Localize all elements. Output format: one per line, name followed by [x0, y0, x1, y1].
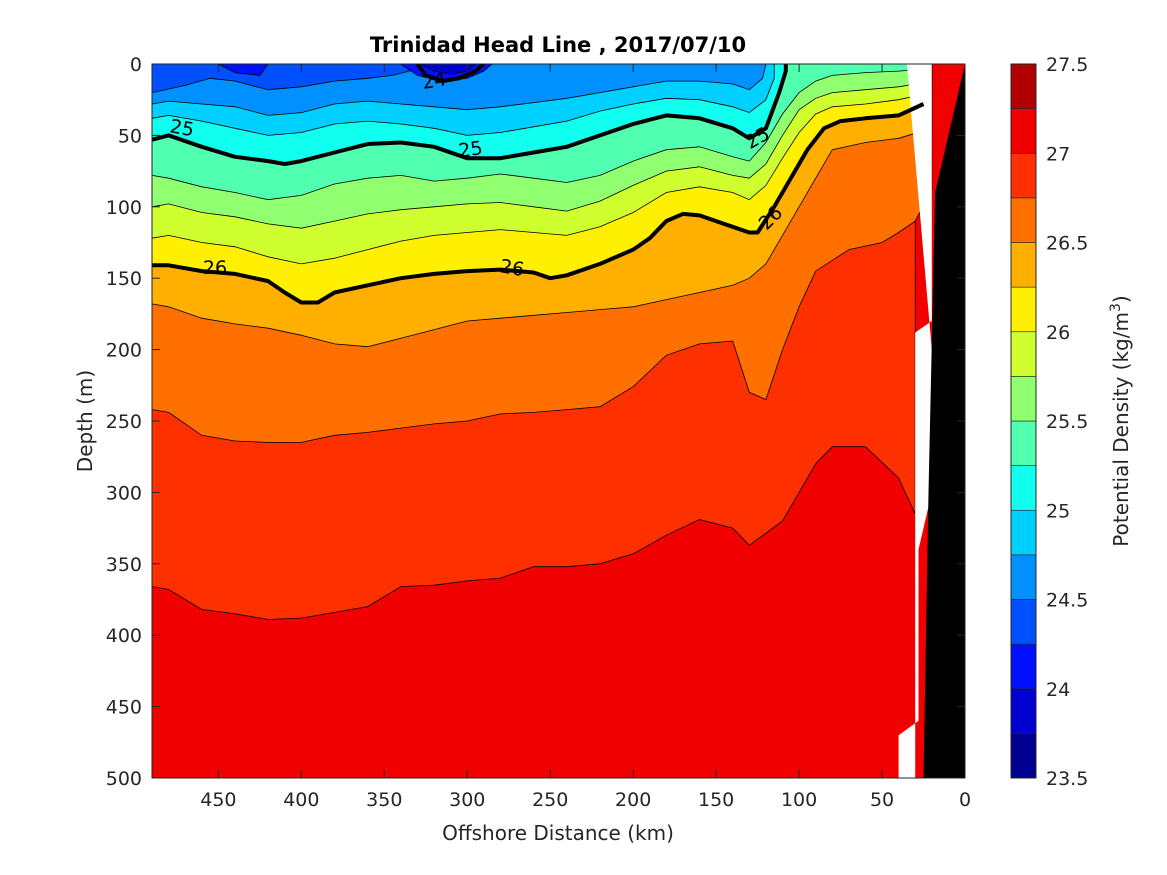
y-tick-label: 400 [106, 625, 142, 647]
x-axis-label: Offshore Distance (km) [442, 821, 674, 845]
colorbar-label: Potential Density (kg/m3) [1108, 295, 1133, 546]
colorbar-swatch [1010, 599, 1037, 645]
x-tick-label: 200 [615, 789, 651, 811]
colorbar-swatch [1010, 197, 1037, 243]
colorbar-label-superscript: 3 [1108, 303, 1124, 312]
y-tick-label: 150 [106, 268, 142, 290]
x-axis: 450 400 350 300 250 200 150 100 50 0 [200, 64, 971, 811]
colorbar-swatch [1010, 554, 1037, 600]
colorbar-tick-label: 26.5 [1046, 233, 1088, 255]
contour-label: 26 [203, 257, 227, 279]
bold-contour-line [415, 64, 486, 84]
contour-label: 25 [168, 115, 196, 141]
colorbar-tick-label: 24.5 [1046, 590, 1088, 612]
x-tick-label: 300 [449, 789, 485, 811]
colorbar-swatch [1010, 733, 1037, 779]
x-tick-label: 450 [200, 789, 236, 811]
y-tick-label: 300 [106, 482, 142, 504]
colorbar-swatch [1010, 152, 1037, 199]
x-tick-label: 0 [959, 789, 971, 811]
x-tick-label: 100 [781, 789, 817, 811]
density-layers [152, 64, 933, 620]
colorbar-swatch [1010, 63, 1037, 109]
y-tick-label: 0 [130, 54, 142, 76]
y-tick-label: 100 [106, 197, 142, 219]
colorbar-tick-label: 25.5 [1046, 411, 1088, 433]
colorbar-swatch [1010, 108, 1037, 154]
colorbar: 23.5 24 24.5 25 25.5 26 26.5 27 27.5 [1010, 54, 1088, 790]
colorbar-tick-label: 23.5 [1046, 768, 1088, 790]
colorbar-label-text: Potential Density (kg/m [1109, 312, 1133, 547]
colorbar-swatch [1010, 376, 1037, 422]
colorbar-swatch [1010, 643, 1037, 690]
colorbar-tick-label: 24 [1046, 679, 1070, 701]
colorbar-tick-label: 25 [1046, 500, 1070, 522]
bold-contour-line [152, 64, 788, 166]
contour-label-group: 25 [168, 115, 196, 141]
colorbar-tick-label: 27 [1046, 143, 1070, 165]
bathymetry-polygon [923, 64, 965, 778]
y-tick-label: 200 [106, 340, 142, 362]
x-tick-label: 50 [870, 789, 894, 811]
y-tick-label: 250 [106, 411, 142, 433]
colorbar-tick-label: 27.5 [1046, 54, 1088, 76]
colorbar-tick-label: 26 [1046, 322, 1070, 344]
colorbar-swatch [1010, 420, 1037, 466]
x-tick-label: 150 [698, 789, 734, 811]
contour-label: 24 [420, 68, 448, 94]
y-tick-label: 450 [106, 697, 142, 719]
colorbar-swatch [1010, 509, 1037, 556]
bold-contour-line [152, 102, 925, 305]
y-tick-label: 350 [106, 554, 142, 576]
y-tick-label: 500 [106, 768, 142, 790]
y-axis-label: Depth (m) [73, 370, 97, 472]
contour-label: 25 [457, 137, 484, 162]
colorbar-swatch [1010, 242, 1037, 288]
density-layer [218, 64, 269, 76]
bold-contours [152, 64, 925, 305]
x-tick-label: 250 [532, 789, 568, 811]
y-tick-label: 50 [118, 125, 142, 147]
contour-label-group: 25 [457, 137, 484, 162]
contour-label-group: 26 [203, 257, 227, 279]
colorbar-swatch [1010, 465, 1037, 511]
contour-label: 26 [498, 255, 526, 281]
x-tick-label: 350 [366, 789, 402, 811]
contour-label-group: 24 [420, 68, 448, 94]
bathymetry [923, 64, 965, 778]
colorbar-swatch [1010, 286, 1037, 333]
colorbar-frame [1010, 63, 1037, 779]
colorbar-swatch [1010, 688, 1037, 734]
contour-label-group: 26 [498, 255, 526, 281]
chart-title: Trinidad Head Line , 2017/07/10 [370, 33, 746, 57]
colorbar-label-end: ) [1109, 295, 1133, 303]
density-layer [420, 64, 477, 75]
colorbar-swatch [1010, 331, 1037, 377]
y-axis: 0 50 100 150 200 250 300 350 400 450 500 [106, 54, 965, 790]
x-tick-label: 400 [283, 789, 319, 811]
